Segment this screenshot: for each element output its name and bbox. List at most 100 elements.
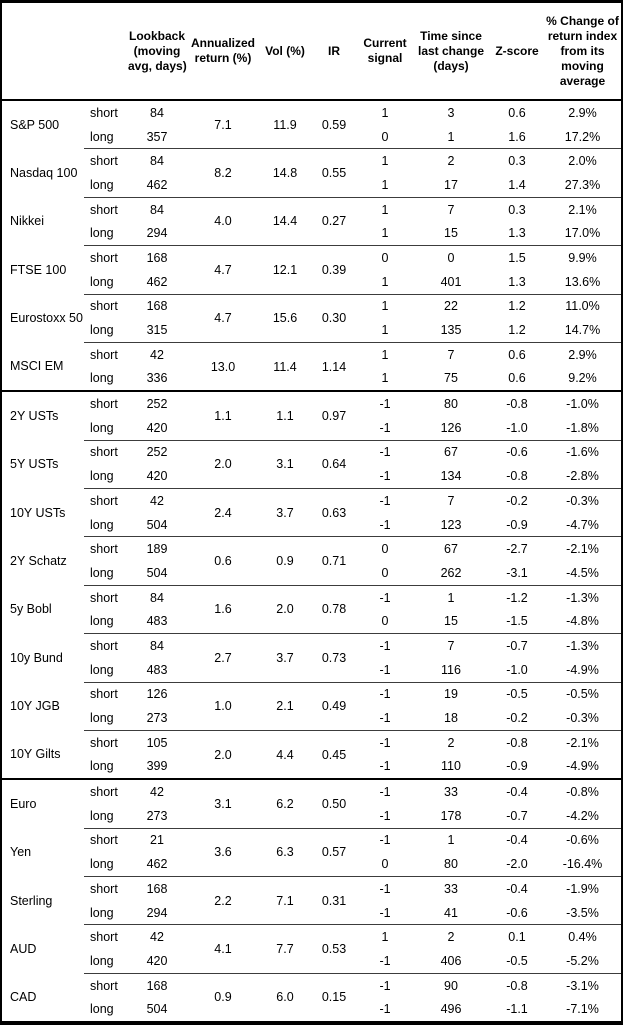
ir-value: 0.15 bbox=[310, 972, 358, 1024]
annualized-return-value: 8.2 bbox=[186, 148, 260, 198]
asset-name: CAD bbox=[10, 990, 37, 1005]
lookback-value: 84 bbox=[128, 196, 186, 222]
time-since-value: 33 bbox=[412, 778, 490, 804]
z-score-value: -0.2 bbox=[490, 487, 544, 513]
z-score-value: -2.0 bbox=[506, 857, 528, 872]
window-label: long bbox=[90, 905, 114, 920]
asset-name: S&P 500 bbox=[10, 117, 60, 132]
time-since-value: 1 bbox=[412, 584, 490, 610]
z-score-value: 0.6 bbox=[490, 341, 544, 367]
window-label: short bbox=[84, 584, 128, 610]
asset-name: Yen bbox=[10, 845, 32, 860]
asset-name: Eurostoxx 50 bbox=[10, 311, 83, 326]
time-since-value: 80 bbox=[412, 390, 490, 416]
z-score-value: 0.3 bbox=[490, 148, 544, 174]
time-since-value: 7 bbox=[412, 196, 490, 222]
pct-change-value: 13.6% bbox=[564, 274, 601, 289]
vol-value: 15.6 bbox=[260, 293, 310, 343]
vol-value: 3.7 bbox=[260, 487, 310, 537]
table-row: MSCI EM short 42 13.0 11.4 1.14 1 7 0.6 2.9% bbox=[1, 341, 622, 392]
z-score-value: -1.0 bbox=[506, 420, 528, 435]
time-since-value: 22 bbox=[412, 293, 490, 319]
lookback-value: 189 bbox=[128, 536, 186, 562]
z-score-value: -0.9 bbox=[506, 517, 528, 532]
annualized-return-value: 2.2 bbox=[186, 875, 260, 925]
annualized-return-value: 0.9 bbox=[186, 972, 260, 1024]
lookback-value: 252 bbox=[128, 390, 186, 416]
current-signal-value: -1 bbox=[358, 584, 412, 610]
asset-name: FTSE 100 bbox=[10, 262, 67, 277]
window-label: long bbox=[90, 808, 114, 823]
table-row: AUD short 42 4.1 7.7 0.53 1 2 0.1 0.4% bbox=[1, 924, 622, 974]
pct-change-value: -1.0% bbox=[544, 390, 622, 416]
current-signal-value: -1 bbox=[379, 759, 391, 774]
window-label: long bbox=[90, 274, 114, 289]
pct-change-value: -4.9% bbox=[566, 759, 599, 774]
table-row: 10Y JGB short 126 1.0 2.1 0.49 -1 19 -0.5 -0.5% bbox=[1, 681, 622, 731]
time-since-value: 90 bbox=[412, 972, 490, 998]
table-row: 5y Bobl short 84 1.6 2.0 0.78 -1 1 -1.2 -1.3% bbox=[1, 584, 622, 634]
pct-change-value: 9.2% bbox=[568, 371, 597, 386]
ir-value: 0.71 bbox=[310, 536, 358, 586]
current-signal-value: 1 bbox=[358, 148, 412, 174]
asset-name: 5Y USTs bbox=[10, 457, 59, 472]
table-row: long 483 0 15 -1.5 -4.8% bbox=[1, 609, 622, 633]
table-row: Eurostoxx 50 short 168 4.7 15.6 0.30 1 22 1.2 11.… bbox=[1, 293, 622, 343]
column-header-vol: Vol (%) bbox=[260, 1, 310, 101]
pct-change-value: 9.9% bbox=[544, 245, 622, 270]
pct-change-value: -4.2% bbox=[566, 808, 599, 823]
lookback-value: 168 bbox=[128, 875, 186, 901]
table-row: 5Y USTs short 252 2.0 3.1 0.64 -1 67 -0.6 -1.6% bbox=[1, 439, 622, 489]
window-label: long bbox=[90, 1002, 114, 1017]
window-label: long bbox=[90, 711, 114, 726]
z-score-value: -0.8 bbox=[490, 390, 544, 416]
table-row: long 273 -1 18 -0.2 -0.3% bbox=[1, 706, 622, 730]
asset-name: MSCI EM bbox=[10, 359, 64, 374]
column-header-z-score: Z-score bbox=[490, 1, 544, 101]
ir-value: 0.97 bbox=[310, 390, 358, 441]
pct-change-value: 17.0% bbox=[564, 226, 601, 241]
table-row: long 462 0 80 -2.0 -16.4% bbox=[1, 852, 622, 876]
table-row: long 273 -1 178 -0.7 -4.2% bbox=[1, 804, 622, 828]
z-score-value: -0.8 bbox=[506, 469, 528, 484]
ir-value: 1.14 bbox=[310, 341, 358, 392]
window-label: short bbox=[84, 293, 128, 319]
z-score-value: -2.7 bbox=[490, 536, 544, 562]
current-signal-value: 1 bbox=[381, 274, 389, 289]
window-label: long bbox=[90, 177, 114, 192]
current-signal-value: 1 bbox=[381, 323, 389, 338]
time-since-value: 123 bbox=[440, 517, 462, 532]
current-signal-value: 0 bbox=[381, 614, 389, 629]
vol-value: 1.1 bbox=[260, 390, 310, 441]
time-since-value: 178 bbox=[440, 808, 462, 823]
pct-change-value: -0.8% bbox=[544, 778, 622, 804]
table-row: 10Y USTs short 42 2.4 3.7 0.63 -1 7 -0.2 -0.3% bbox=[1, 487, 622, 537]
lookback-value: 504 bbox=[146, 1002, 168, 1017]
table-row: long 294 1 15 1.3 17.0% bbox=[1, 221, 622, 245]
vol-value: 3.1 bbox=[260, 439, 310, 489]
time-since-value: 19 bbox=[412, 681, 490, 707]
pct-change-value: -2.1% bbox=[544, 536, 622, 562]
time-since-value: 2 bbox=[412, 729, 490, 755]
time-since-value: 496 bbox=[440, 1002, 462, 1017]
lookback-value: 483 bbox=[146, 614, 168, 629]
current-signal-value: -1 bbox=[358, 778, 412, 804]
window-label: short bbox=[84, 439, 128, 465]
asset-name: AUD bbox=[10, 942, 37, 957]
window-label: long bbox=[90, 469, 114, 484]
table-row: Yen short 21 3.6 6.3 0.57 -1 1 -0.4 -0.6% bbox=[1, 827, 622, 877]
window-label: short bbox=[84, 924, 128, 950]
asset-name: 2Y USTs bbox=[1, 390, 84, 441]
asset-name: Nikkei bbox=[10, 214, 45, 229]
annualized-return-value: 3.1 bbox=[186, 778, 260, 829]
table-row: Sterling short 168 2.2 7.1 0.31 -1 33 -0.4 -1.9% bbox=[1, 875, 622, 925]
header-row: Lookback (moving avg, days) Annualized re… bbox=[1, 1, 622, 101]
vol-value: 6.3 bbox=[260, 827, 310, 877]
current-signal-value: -1 bbox=[358, 487, 412, 513]
current-signal-value: -1 bbox=[358, 729, 412, 755]
pct-change-value: -1.9% bbox=[544, 875, 622, 901]
annualized-return-value: 1.0 bbox=[186, 681, 260, 731]
time-since-value: 1 bbox=[447, 129, 455, 144]
